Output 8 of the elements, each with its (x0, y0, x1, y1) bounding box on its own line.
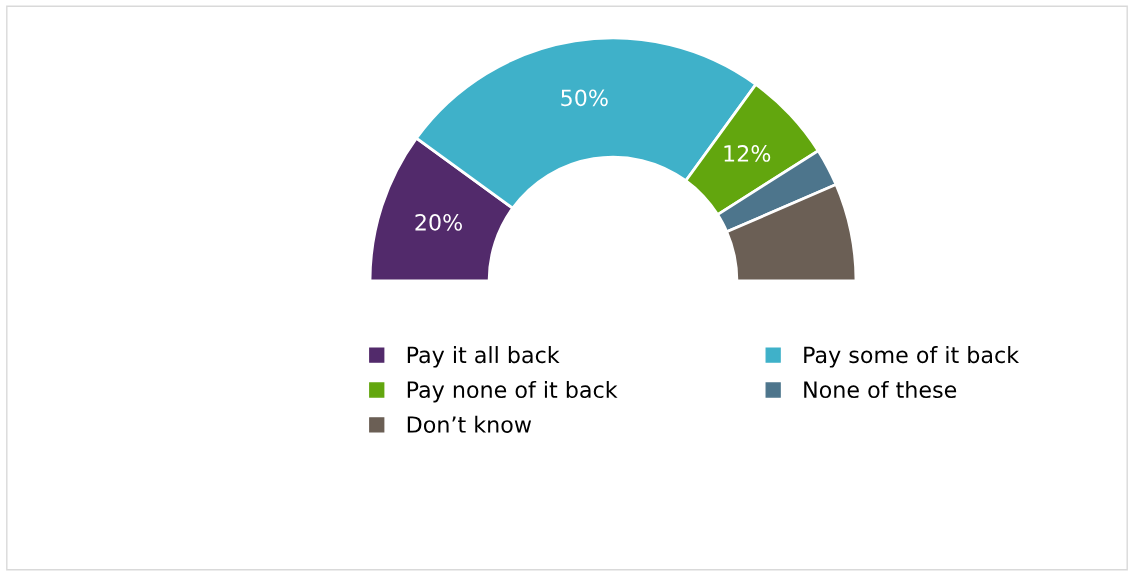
data-label: 50% (561, 89, 608, 107)
legend-label: Don’t know (407, 415, 532, 433)
legend-label: Pay it all back (407, 346, 560, 368)
legend-label: Pay some of it back (804, 346, 1020, 368)
data-label: 12% (724, 145, 771, 162)
legend-label: None of these (804, 380, 957, 399)
data-label: 20% (415, 213, 462, 231)
legend-label: Pay none of it back (407, 380, 618, 403)
